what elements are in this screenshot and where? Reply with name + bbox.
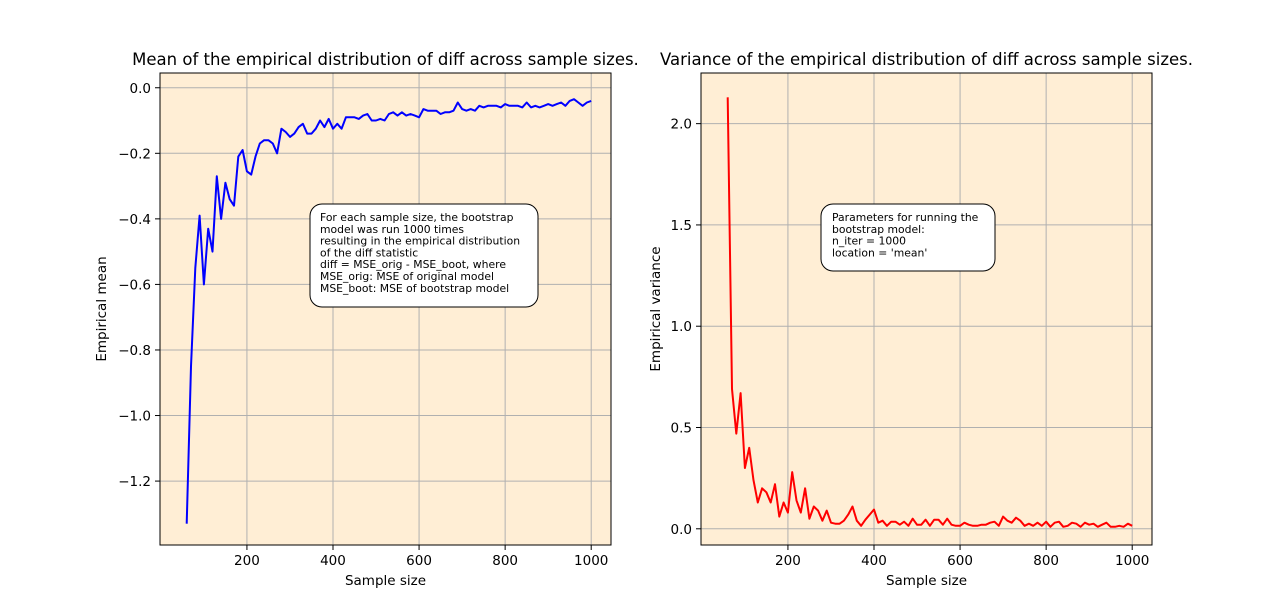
chart-panel-2: 200 400 600 800 1000 0.0 0.5 1.0 1.5 2.0 Variance … (648, 50, 1193, 589)
plot-background (160, 73, 611, 545)
x-tick-label: 600 (947, 553, 973, 569)
annotation-frame (309, 203, 539, 308)
y-tick-label: −1.2 (118, 474, 151, 490)
annotation-line: n_iter = 1000 (832, 235, 906, 248)
y-axis-label: Empirical mean (94, 256, 110, 361)
axes-frame (700, 72, 1153, 546)
y-tick-label: 1.0 (671, 319, 692, 335)
annotation-line: bootstrap model: (832, 223, 925, 236)
annotation-line: For each sample size, the bootstrap (320, 211, 514, 224)
annotation-line: resulting in the empirical distribution (320, 235, 520, 248)
x-tick-label: 200 (234, 553, 260, 569)
annotation-line: Parameters for running the (832, 211, 979, 224)
axes-frame (159, 72, 612, 546)
annotation-line: MSE_orig: MSE of original model (320, 270, 494, 283)
y-tick-label: −0.6 (118, 277, 151, 293)
x-tick-label: 400 (320, 553, 346, 569)
x-tick-label: 800 (492, 553, 518, 569)
y-axis-label: Empirical variance (648, 246, 664, 371)
y-tick-label: 0.0 (671, 522, 692, 538)
y-tick-label: −0.4 (118, 212, 151, 228)
y-tick-label: 0.0 (130, 81, 151, 97)
x-axis-label: Sample size (886, 573, 967, 589)
x-tick-label: 1000 (574, 553, 608, 569)
annotation-line: model was run 1000 times (320, 223, 464, 236)
annotation-box: For each sample size, the bootstrapmodel… (309, 203, 539, 308)
annotation-line: location = 'mean' (832, 246, 927, 259)
x-tick-label: 600 (406, 553, 432, 569)
y-tick-label: 2.0 (671, 117, 692, 133)
y-tick-label: −1.0 (118, 409, 151, 425)
series-line-1 (185, 98, 592, 524)
x-tick-label: 200 (775, 553, 801, 569)
y-tick-label: −0.8 (118, 343, 151, 359)
y-tick-label: −0.2 (118, 146, 151, 162)
annotation-line: MSE_boot: MSE of bootstrap model (320, 282, 509, 295)
x-tick-label: 1000 (1115, 553, 1149, 569)
annotation-line: diff = MSE_orig - MSE_boot, where (320, 258, 506, 271)
chart-panel-1: 200 400 600 800 1000 0.0 −0.2 −0.4 −0.6 −0.8 −1.0 −… (94, 50, 639, 589)
x-axis-label: Sample size (345, 573, 426, 589)
chart-title: Variance of the empirical distribution o… (660, 50, 1193, 69)
y-tick-label: 1.5 (671, 218, 692, 234)
x-tick-label: 800 (1033, 553, 1059, 569)
annotation-line: of the diff statistic (320, 246, 418, 259)
y-tick-label: 0.5 (671, 421, 692, 437)
series-line-1 (726, 97, 1133, 528)
x-tick-label: 400 (861, 553, 887, 569)
annotation-frame (820, 203, 996, 272)
chart-title: Mean of the empirical distribution of di… (132, 50, 639, 69)
plot-background (701, 73, 1152, 545)
